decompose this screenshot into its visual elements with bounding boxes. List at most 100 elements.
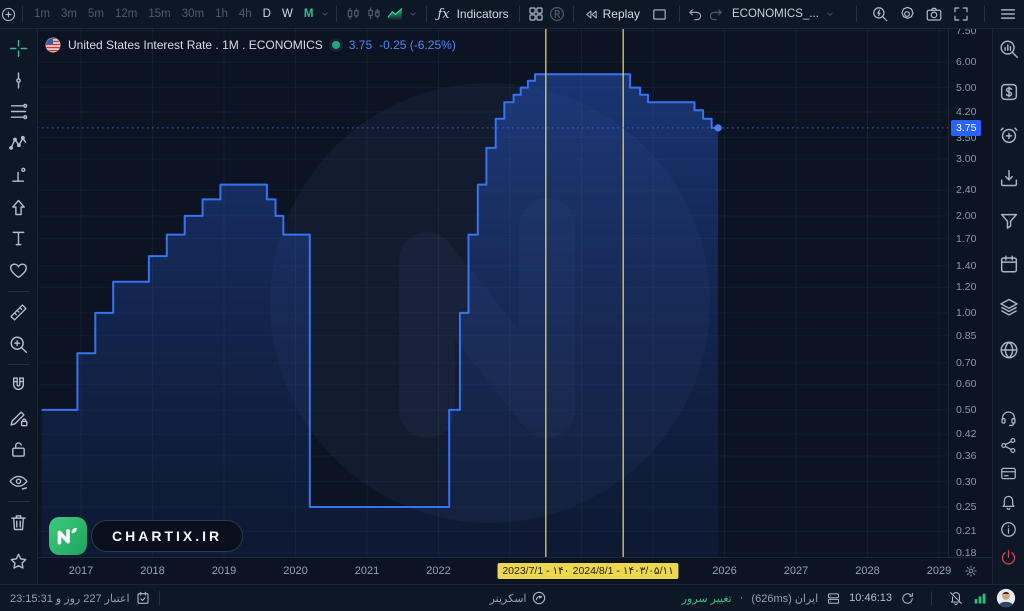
year-label[interactable]: 2029 [927, 565, 951, 577]
timeframe-4h[interactable]: 4h [235, 6, 256, 22]
text-tool-icon[interactable] [6, 227, 32, 252]
info-icon[interactable] [999, 520, 1018, 539]
undo-icon[interactable] [687, 6, 704, 23]
price-axis[interactable]: 7.506.005.004.203.503.002.402.001.701.40… [948, 28, 994, 557]
trash-tool-icon[interactable] [6, 510, 32, 535]
timeframe-3m[interactable]: 3m [57, 6, 81, 22]
zoom-in-tool-icon[interactable] [6, 332, 32, 357]
fullscreen-icon[interactable] [952, 5, 970, 23]
draw-lock-tool-icon[interactable] [6, 405, 32, 430]
snapshot-camera-icon[interactable] [925, 5, 943, 23]
screener-button[interactable]: اسکرینر [490, 590, 548, 606]
redo-icon[interactable] [707, 6, 724, 23]
right-sidebar [992, 28, 1024, 584]
price-tick: 3.00 [956, 152, 976, 166]
dollar-icon[interactable] [998, 81, 1020, 103]
headset-icon[interactable] [999, 408, 1018, 427]
power-icon[interactable] [999, 548, 1018, 567]
search-chart-icon[interactable] [998, 38, 1020, 60]
chart-type-chevron-down-icon[interactable] [407, 8, 419, 20]
timeframe-30m[interactable]: 30m [178, 6, 208, 22]
lock-tool-icon[interactable] [6, 437, 32, 462]
area-chart-type-icon[interactable] [386, 5, 404, 23]
legend-title[interactable]: United States Interest Rate . 1M . ECONO… [68, 38, 323, 52]
year-label[interactable]: 2026 [712, 565, 736, 577]
trend-line-tool-icon[interactable] [6, 68, 32, 93]
divider [856, 6, 857, 22]
position-tool-icon[interactable] [6, 163, 32, 188]
timeframe-M[interactable]: M [300, 6, 318, 22]
layout-grid-icon[interactable] [527, 5, 545, 23]
user-avatar[interactable] [996, 588, 1016, 608]
credit-label: اعتبار 227 روز و 23:15:31 [10, 592, 130, 605]
time-axis[interactable]: 2017 2018 2019 2020 2021 2022 2026 2027 2028 2029… [37, 557, 993, 585]
legend-value: 3.75 [349, 38, 372, 52]
globe-icon[interactable] [998, 339, 1020, 361]
year-label[interactable]: 2028 [855, 565, 879, 577]
axis-settings-gear-icon[interactable] [964, 564, 978, 578]
magnet-tool-icon[interactable] [6, 373, 32, 398]
top-toolbar: 1m3m5m12m15m30m1h4hDWM ƒx Indicators Rep… [0, 0, 1024, 29]
download-icon[interactable] [998, 167, 1020, 189]
marker-date-label[interactable]: 2024/8/1 - ۱۴۰۳/۰۵/۱۱ [568, 563, 679, 579]
year-label[interactable]: 2021 [355, 565, 379, 577]
share-icon[interactable] [999, 436, 1018, 455]
year-label[interactable]: 2027 [784, 565, 808, 577]
timeframe-12m[interactable]: 12m [111, 6, 141, 22]
timeframe-chevron-down-icon[interactable] [319, 8, 331, 20]
notifications-off-icon[interactable] [948, 590, 964, 606]
brand-badge: CHARTIX.IR [49, 517, 243, 555]
timeframe-W[interactable]: W [278, 6, 297, 22]
card-icon[interactable] [999, 464, 1018, 483]
timeframe-15m[interactable]: 15m [144, 6, 174, 22]
calendar-icon[interactable] [998, 253, 1020, 275]
chart-bars-icon[interactable] [972, 590, 988, 606]
price-tick: 2.00 [956, 209, 976, 223]
year-label[interactable]: 2020 [283, 565, 307, 577]
price-tick: 1.40 [956, 259, 976, 273]
crosshair-tool-icon[interactable] [6, 36, 32, 61]
filter-icon[interactable] [998, 210, 1020, 232]
timeframe-5m[interactable]: 5m [84, 6, 108, 22]
year-label[interactable]: 2019 [212, 565, 236, 577]
hamburger-menu-icon[interactable] [999, 5, 1017, 23]
change-server-link[interactable]: تغییر سرور [682, 592, 732, 605]
r-badge-icon[interactable] [548, 5, 566, 23]
year-label[interactable]: 2022 [426, 565, 450, 577]
quick-search-icon[interactable] [871, 5, 889, 23]
add-symbol-icon[interactable] [0, 6, 17, 23]
fib-retracement-tool-icon[interactable] [6, 100, 32, 125]
arrow-up-tool-icon[interactable] [6, 195, 32, 220]
chart-area[interactable]: United States Interest Rate . 1M . ECONO… [37, 28, 948, 557]
timeframe-D[interactable]: D [259, 6, 275, 22]
trading-app: 1m3m5m12m15m30m1h4hDWM ƒx Indicators Rep… [0, 0, 1024, 611]
timeframe-1m[interactable]: 1m [30, 6, 54, 22]
heart-tool-icon[interactable] [6, 258, 32, 283]
year-label[interactable]: 2017 [69, 565, 93, 577]
bell-icon[interactable] [999, 492, 1018, 511]
us-flag-icon [45, 37, 61, 53]
screener-label: اسکرینر [490, 592, 527, 605]
price-chart[interactable] [37, 28, 948, 557]
price-tick: 4.20 [956, 105, 976, 119]
hollow-candles-chart-type-icon[interactable] [365, 5, 383, 23]
symbol-label: ECONOMICS_... [732, 8, 819, 20]
eye-tool-icon[interactable] [6, 469, 32, 494]
replay-button[interactable]: Replay [579, 5, 645, 24]
indicators-button[interactable]: ƒx Indicators [432, 5, 513, 24]
market-status-dot [332, 41, 340, 49]
timeframe-1h[interactable]: 1h [211, 6, 232, 22]
toolbar-divider [8, 501, 30, 502]
ruler-tool-icon[interactable] [6, 300, 32, 325]
year-label[interactable]: 2018 [140, 565, 164, 577]
candles-chart-type-icon[interactable] [344, 5, 362, 23]
server-label: ایران (626ms) [751, 592, 818, 605]
alarm-plus-icon[interactable] [998, 124, 1020, 146]
rectangle-tool-icon[interactable] [651, 6, 668, 23]
layers-icon[interactable] [998, 296, 1020, 318]
settings-gear-icon[interactable] [898, 5, 916, 23]
xabcd-pattern-tool-icon[interactable] [6, 131, 32, 156]
star-tool-icon[interactable] [6, 549, 32, 574]
refresh-icon[interactable] [900, 591, 915, 606]
symbol-button[interactable]: ECONOMICS_... [726, 6, 842, 22]
